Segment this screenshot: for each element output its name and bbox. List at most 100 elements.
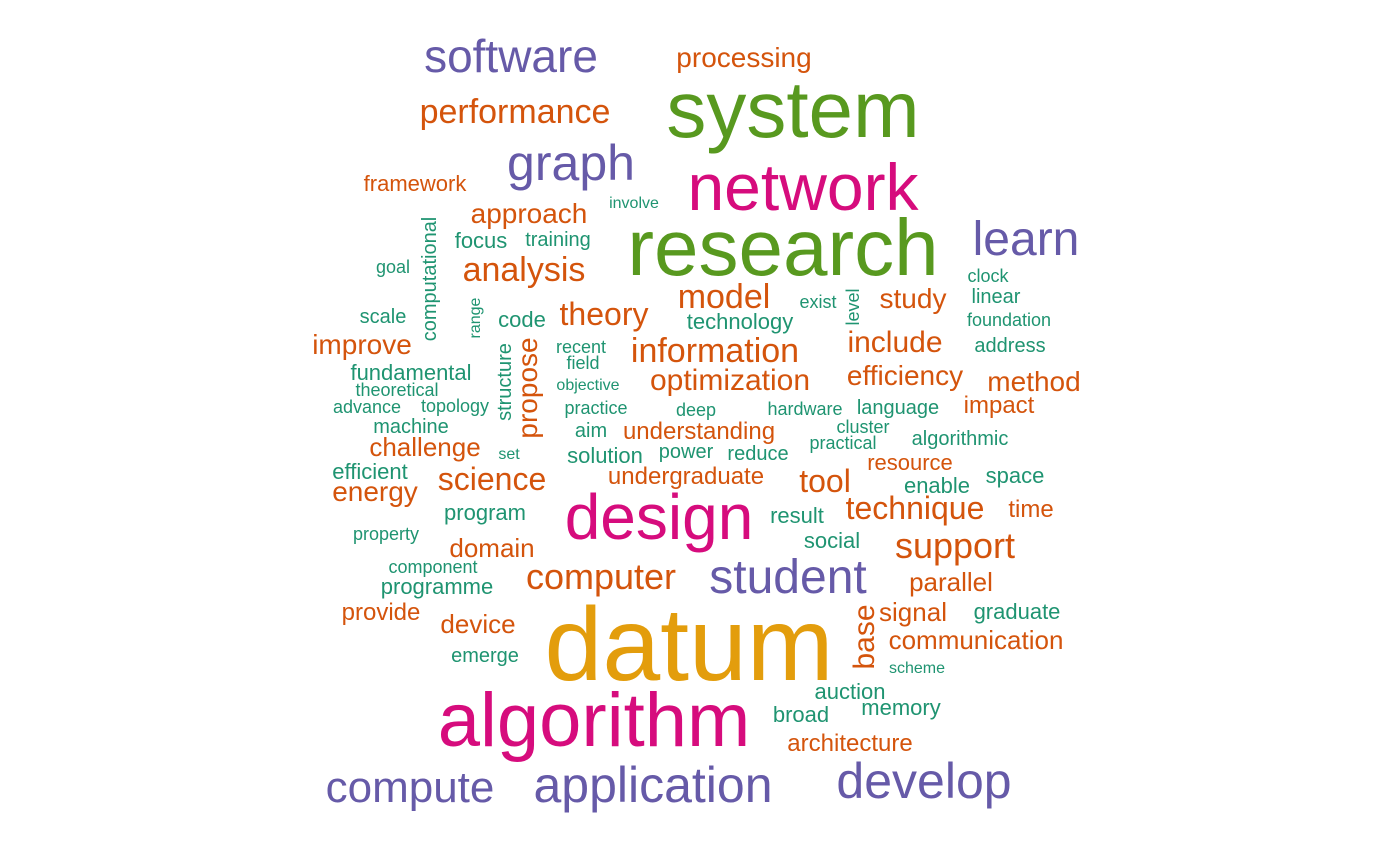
word-aim: aim <box>574 420 608 442</box>
word-science: science <box>437 461 547 497</box>
word-level: level <box>843 288 863 326</box>
word-practical: practical <box>809 433 877 453</box>
word-reduce: reduce <box>727 443 789 465</box>
word-study: study <box>879 283 947 314</box>
word-compute: compute <box>325 763 495 812</box>
word-enable: enable <box>903 473 971 498</box>
word-structure: structure <box>494 343 516 421</box>
word-component: component <box>388 557 478 577</box>
word-advance: advance <box>332 397 402 417</box>
word-tool: tool <box>799 463 851 499</box>
word-goal: goal <box>375 257 411 277</box>
word-efficiency: efficiency <box>846 360 964 391</box>
word-program: program <box>444 500 526 525</box>
word-fundamental: fundamental <box>350 360 472 385</box>
word-develop: develop <box>836 753 1012 809</box>
word-scale: scale <box>359 306 407 328</box>
word-result: result <box>770 503 824 528</box>
word-computational: computational <box>419 216 441 342</box>
word-domain: domain <box>449 533 535 563</box>
word-theoretical: theoretical <box>355 380 439 400</box>
word-memory: memory <box>861 695 941 720</box>
word-code: code <box>498 307 546 332</box>
word-deep: deep <box>675 400 717 420</box>
word-set: set <box>498 446 520 463</box>
word-analysis: analysis <box>462 251 586 289</box>
word-performance: performance <box>419 93 611 131</box>
word-support: support <box>894 525 1016 566</box>
word-foundation: foundation <box>966 310 1052 330</box>
word-device: device <box>440 609 516 639</box>
word-provide: provide <box>341 599 421 626</box>
word-framework: framework <box>363 171 467 196</box>
word-learn: learn <box>972 213 1080 266</box>
word-software: software <box>424 30 598 82</box>
word-space: space <box>985 463 1045 488</box>
word-approach: approach <box>470 198 588 229</box>
word-involve: involve <box>609 195 659 212</box>
word-base: base <box>848 604 881 670</box>
word-processing: processing <box>676 42 812 73</box>
word-theory: theory <box>559 296 649 332</box>
word-efficient: efficient <box>332 459 408 484</box>
word-property: property <box>352 524 420 544</box>
word-objective: objective <box>556 377 620 394</box>
word-research: research <box>627 203 939 292</box>
word-machine: machine <box>373 416 449 438</box>
word-optimization: optimization <box>649 364 811 397</box>
word-improve: improve <box>312 329 412 360</box>
word-graph: graph <box>507 135 635 191</box>
word-network: network <box>687 150 919 224</box>
word-signal: signal <box>879 597 947 627</box>
word-undergraduate: undergraduate <box>607 463 765 490</box>
word-programme: programme <box>380 574 494 599</box>
word-practice: practice <box>564 398 628 418</box>
word-cluster: cluster <box>836 417 890 437</box>
word-training: training <box>525 229 591 251</box>
word-solution: solution <box>567 443 643 468</box>
word-student: student <box>709 551 867 604</box>
word-technique: technique <box>845 490 985 526</box>
word-algorithm: algorithm <box>437 678 751 763</box>
word-topology: topology <box>420 396 490 416</box>
word-propose: propose <box>512 337 543 439</box>
word-communication: communication <box>888 625 1064 655</box>
word-information: information <box>630 332 800 370</box>
word-auction: auction <box>814 679 886 704</box>
word-scheme: scheme <box>888 660 946 677</box>
word-application: application <box>533 757 773 813</box>
word-time: time <box>1008 496 1054 523</box>
word-design: design <box>564 481 754 553</box>
word-impact: impact <box>963 392 1035 419</box>
word-system: system <box>666 65 920 154</box>
word-hardware: hardware <box>767 399 843 419</box>
word-challenge: challenge <box>369 432 481 462</box>
word-parallel: parallel <box>909 567 993 597</box>
word-resource: resource <box>867 450 953 475</box>
word-emerge: emerge <box>451 645 519 667</box>
word-architecture: architecture <box>787 730 913 757</box>
word-social: social <box>803 528 861 553</box>
word-energy: energy <box>332 476 418 507</box>
word-broad: broad <box>772 702 830 727</box>
word-datum: datum <box>544 587 834 703</box>
word-range: range <box>467 297 484 339</box>
word-technology: technology <box>686 309 794 334</box>
word-include: include <box>847 326 943 359</box>
word-language: language <box>856 397 940 419</box>
word-algorithmic: algorithmic <box>911 428 1009 450</box>
word-understanding: understanding <box>622 418 776 445</box>
word-model: model <box>677 278 771 316</box>
word-exist: exist <box>799 292 837 312</box>
word-method: method <box>987 366 1081 397</box>
word-linear: linear <box>971 286 1021 308</box>
word-focus: focus <box>454 228 508 253</box>
word-address: address <box>974 335 1046 357</box>
word-computer: computer <box>525 556 677 597</box>
word-recent: recent <box>555 337 607 357</box>
word-field: field <box>566 353 600 373</box>
word-graduate: graduate <box>973 599 1061 624</box>
word-clock: clock <box>967 266 1009 286</box>
word-power: power <box>658 441 714 463</box>
